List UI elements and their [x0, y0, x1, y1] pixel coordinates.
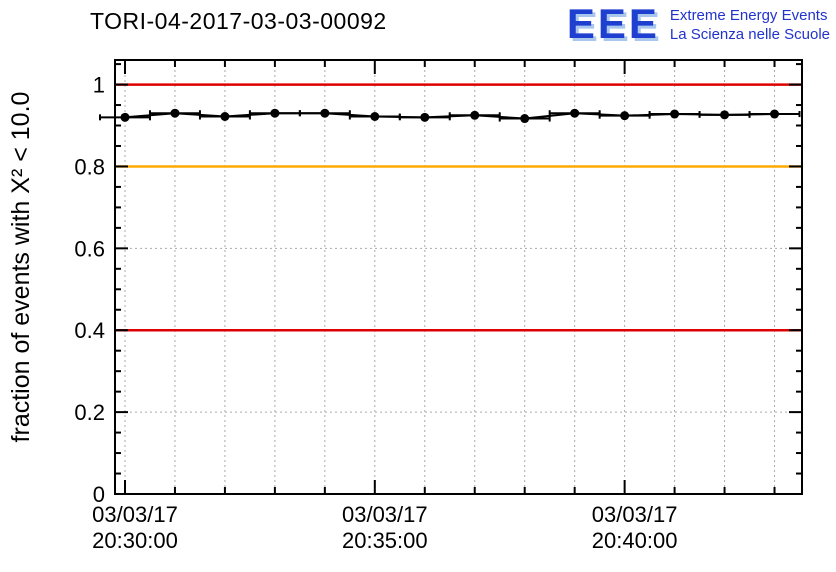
- svg-text:0: 0: [93, 482, 105, 507]
- svg-text:0.8: 0.8: [74, 154, 105, 179]
- eee-logo-subtitle: Extreme Energy Events La Scienza nelle S…: [670, 6, 830, 44]
- eee-logo: EEE Extreme Energy Events La Scienza nel…: [566, 0, 830, 47]
- eee-logo-line2: La Scienza nelle Scuole: [669, 26, 830, 43]
- svg-text:03/03/17: 03/03/17: [342, 502, 428, 527]
- svg-text:20:35:00: 20:35:00: [342, 528, 428, 553]
- svg-text:0.2: 0.2: [74, 400, 105, 425]
- svg-text:03/03/17: 03/03/17: [592, 502, 678, 527]
- eee-logo-line1: Extreme Energy Events: [669, 7, 828, 24]
- svg-text:20:40:00: 20:40:00: [592, 528, 678, 553]
- svg-text:03/03/17: 03/03/17: [92, 502, 178, 527]
- svg-text:20:30:00: 20:30:00: [92, 528, 178, 553]
- chart-title: TORI-04-2017-03-03-00092: [90, 8, 387, 34]
- svg-text:0.4: 0.4: [74, 318, 105, 343]
- eee-logo-text: EEE: [566, 0, 660, 47]
- svg-text:0.6: 0.6: [74, 236, 105, 261]
- svg-text:1: 1: [93, 73, 105, 98]
